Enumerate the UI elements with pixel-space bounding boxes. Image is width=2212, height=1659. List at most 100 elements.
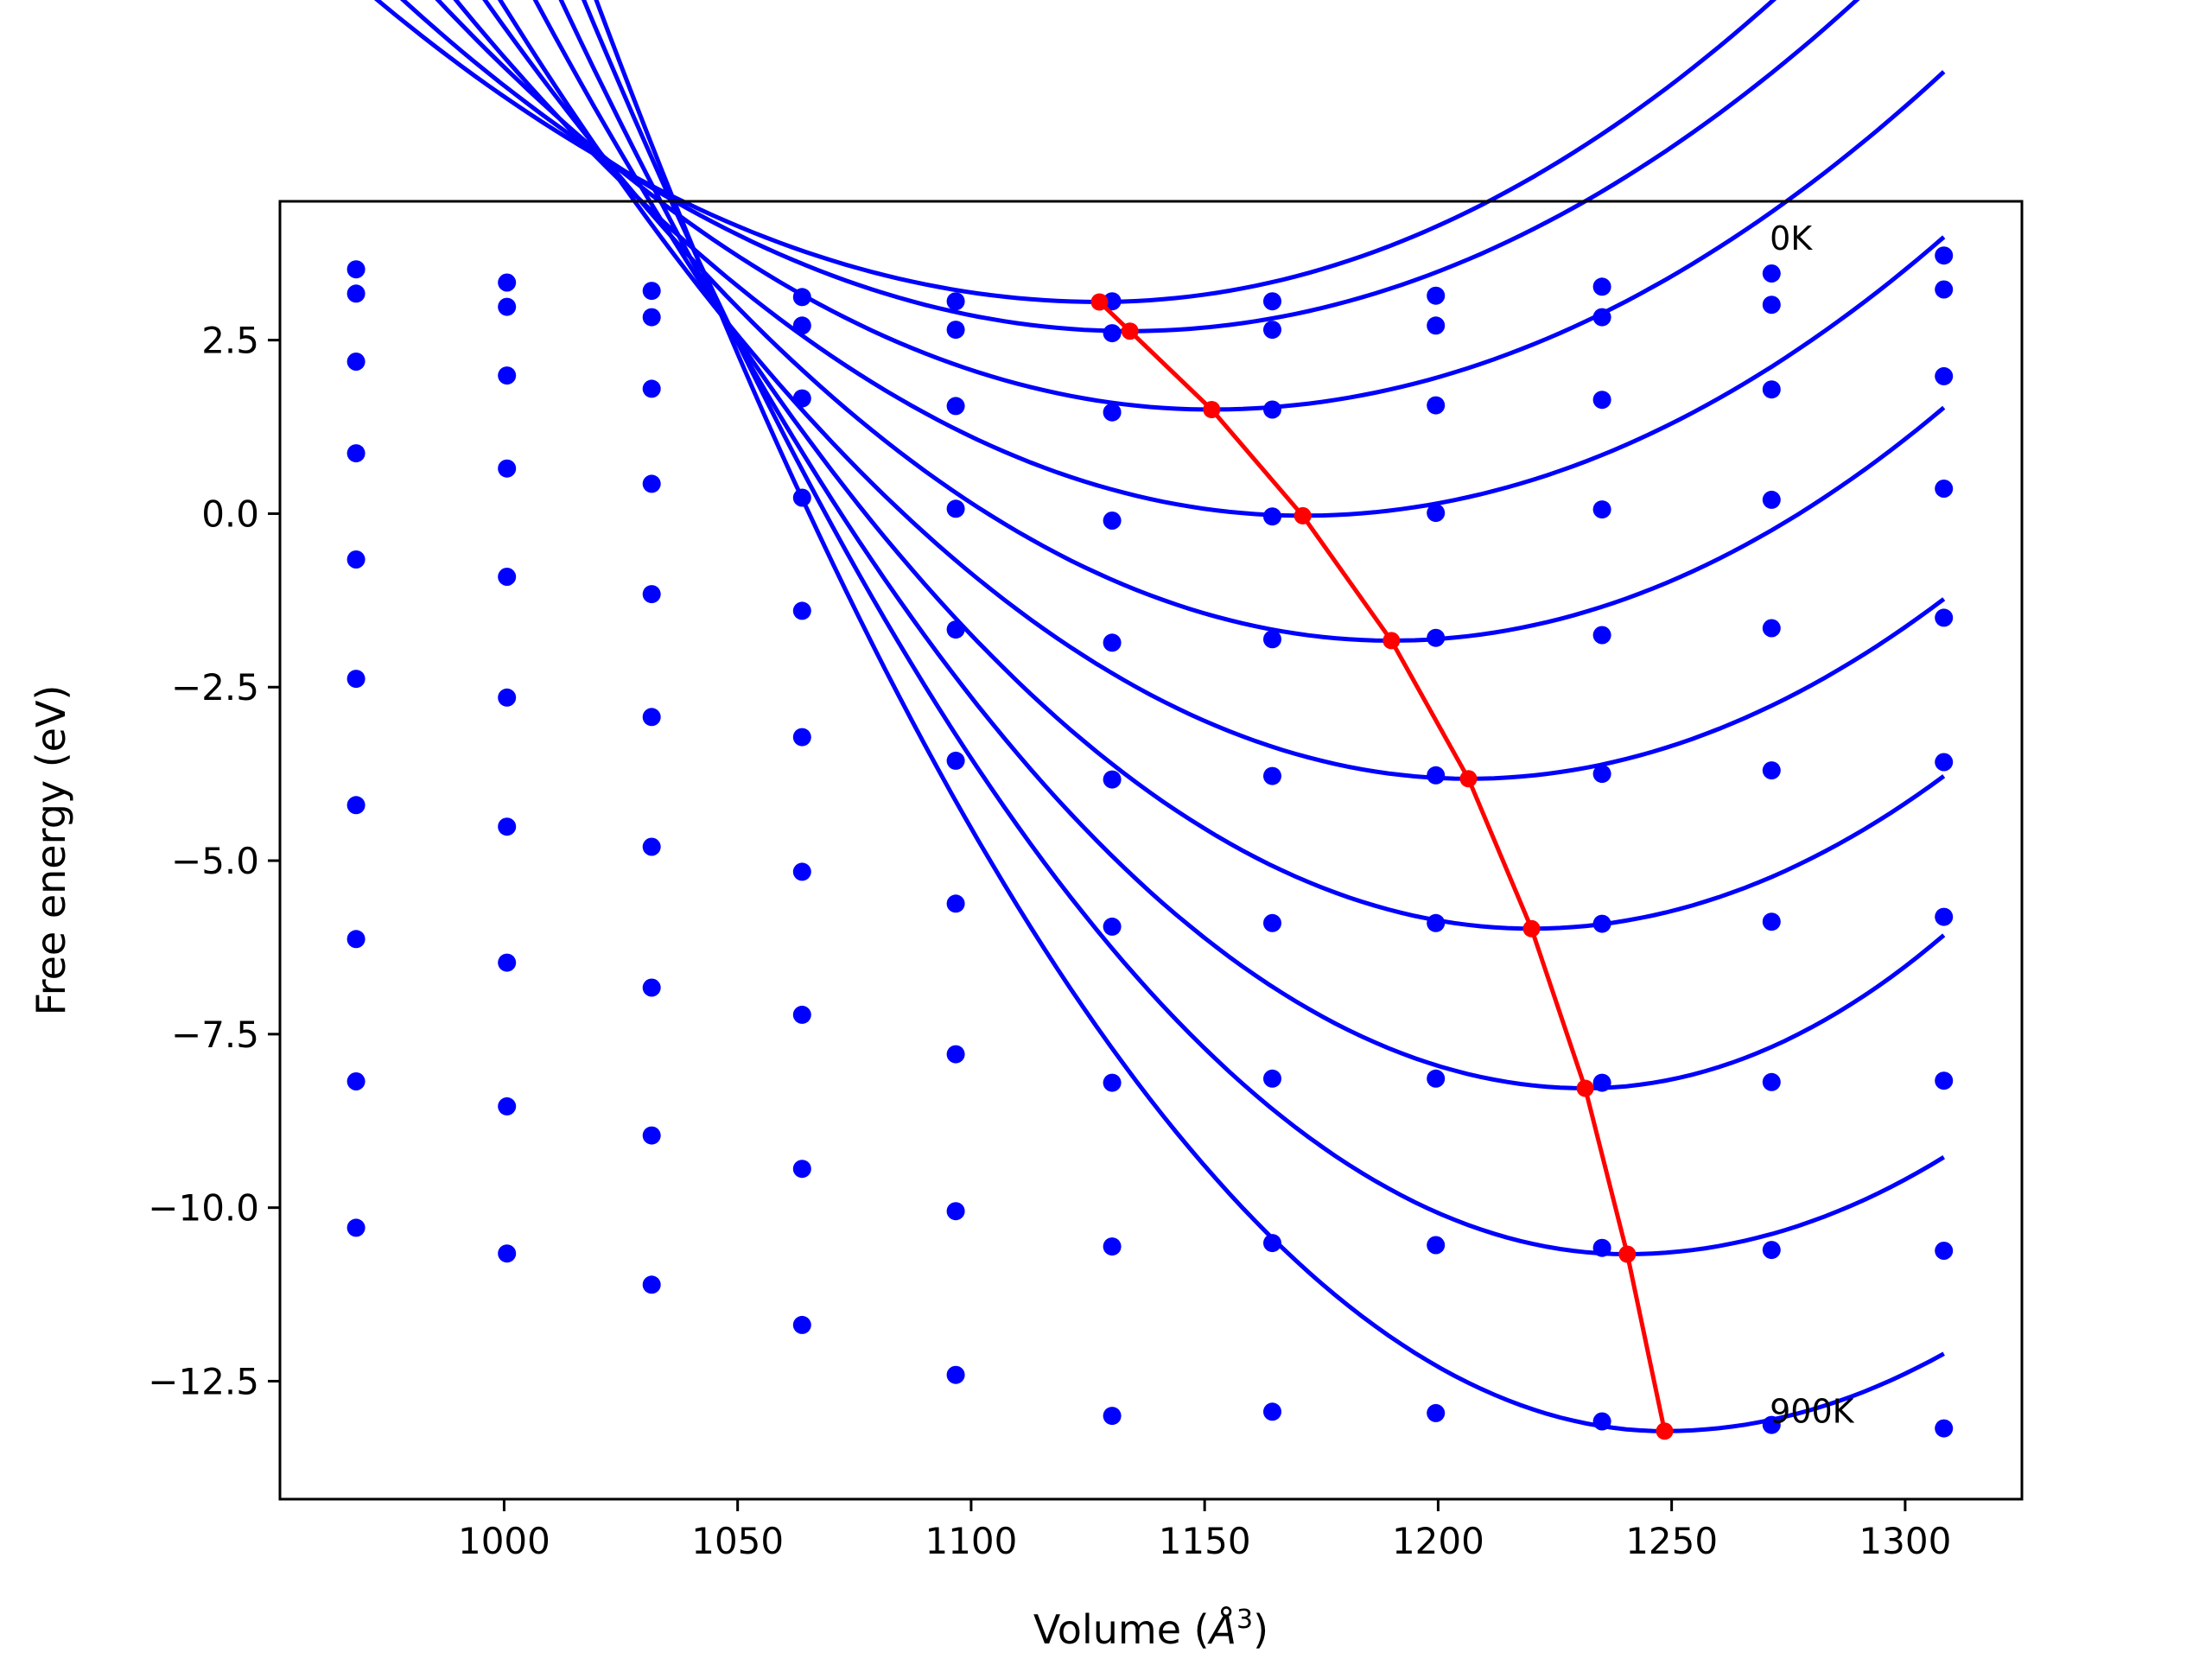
data-point	[642, 837, 661, 856]
data-point	[498, 273, 517, 292]
data-point	[1427, 1403, 1446, 1422]
minimum-point	[1382, 632, 1401, 650]
data-point	[946, 321, 965, 340]
data-point	[1592, 1412, 1611, 1431]
data-point	[1762, 1415, 1781, 1434]
data-point	[346, 1072, 365, 1090]
minimum-point	[1121, 322, 1139, 340]
data-point	[1103, 292, 1122, 311]
data-point	[1592, 500, 1611, 519]
fit-curve-7	[532, 0, 1946, 931]
data-point	[946, 894, 965, 913]
data-point	[642, 1275, 661, 1294]
data-point	[1103, 770, 1122, 789]
fit-curve-9	[581, 0, 1945, 1257]
data-point	[642, 1126, 661, 1145]
x-tick-label: 1200	[1392, 1520, 1484, 1562]
data-point	[792, 488, 811, 507]
minimum-trace	[1090, 293, 1674, 1440]
data-point	[946, 1045, 965, 1064]
temperature-label: 900K	[1770, 1393, 1855, 1431]
fit-curve-3	[435, 0, 1946, 412]
data-point	[1427, 766, 1446, 785]
data-point	[346, 930, 365, 949]
data-point	[1935, 366, 1954, 385]
data-point	[1103, 1073, 1122, 1092]
data-point	[346, 550, 365, 569]
data-point	[792, 862, 811, 881]
data-point	[1103, 403, 1122, 422]
y-tick-label: −7.5	[171, 1014, 259, 1056]
data-point	[642, 308, 661, 327]
data-point	[1263, 1402, 1281, 1421]
data-point	[946, 292, 965, 311]
data-point	[1427, 913, 1446, 932]
data-point	[1592, 391, 1611, 410]
data-point	[946, 499, 965, 518]
minimum-point	[1294, 506, 1312, 524]
data-point	[1762, 1241, 1781, 1260]
data-point	[1762, 296, 1781, 315]
data-point	[792, 601, 811, 620]
data-point	[642, 474, 661, 493]
minimum-line	[1097, 300, 1667, 1432]
x-tick-label: 1100	[925, 1520, 1017, 1562]
y-tick-label: −10.0	[148, 1187, 259, 1230]
data-point	[1935, 1242, 1954, 1260]
data-point	[792, 1160, 811, 1179]
plot-frame	[278, 200, 2024, 1501]
fit-curve-8	[558, 0, 1946, 1091]
minimum-point	[1522, 919, 1541, 938]
data-point	[642, 282, 661, 301]
data-point	[346, 284, 365, 303]
y-axis-ticks: 2.5 0.0 −2.5 −5.0 −7.5 −10.0 −12.5	[148, 320, 280, 1402]
data-point	[946, 1202, 965, 1221]
data-point	[1103, 917, 1122, 936]
data-point	[498, 688, 517, 707]
data-point	[346, 1218, 365, 1237]
data-point	[1592, 1238, 1611, 1257]
data-point	[1762, 912, 1781, 931]
x-tick-label: 1150	[1159, 1520, 1251, 1562]
data-point	[1263, 1234, 1281, 1253]
data-point	[1103, 1237, 1122, 1256]
minimum-point	[1203, 401, 1221, 418]
data-point	[346, 444, 365, 463]
temperature-annotations: 0K 900K	[1770, 219, 1855, 1430]
data-point	[498, 459, 517, 478]
y-axis-label: Free energy (eV)	[28, 685, 74, 1016]
data-point	[946, 751, 965, 770]
data-point	[498, 366, 517, 385]
data-point	[1263, 913, 1281, 932]
x-tick-label: 1050	[691, 1520, 784, 1562]
data-point	[1263, 766, 1281, 785]
data-point	[1592, 626, 1611, 645]
data-point	[1263, 507, 1281, 526]
data-point	[1935, 1419, 1954, 1438]
data-point	[642, 708, 661, 727]
data-point	[1592, 1073, 1611, 1092]
y-tick-label: −5.0	[171, 840, 259, 882]
data-point	[1103, 1407, 1122, 1426]
data-point	[498, 1244, 517, 1263]
data-point	[1592, 308, 1611, 327]
data-point	[1263, 321, 1281, 340]
data-point	[1935, 246, 1954, 265]
data-point	[1103, 633, 1122, 652]
data-point	[1263, 630, 1281, 649]
minimum-point	[1656, 1422, 1674, 1440]
x-axis-ticks: 1000 1050 1100 1150 1200 1250 1300	[458, 1499, 1951, 1562]
data-point	[1762, 380, 1781, 399]
data-point	[346, 670, 365, 689]
data-point	[792, 316, 811, 335]
data-point	[642, 585, 661, 604]
data-point	[1427, 396, 1446, 415]
data-point	[1427, 504, 1446, 523]
data-point	[642, 978, 661, 997]
x-axis-label: Volume (Å3)	[1033, 1605, 1268, 1653]
data-point	[1103, 512, 1122, 530]
data-point	[346, 353, 365, 371]
x-tick-label: 1250	[1625, 1520, 1718, 1562]
data-point	[1935, 280, 1954, 299]
